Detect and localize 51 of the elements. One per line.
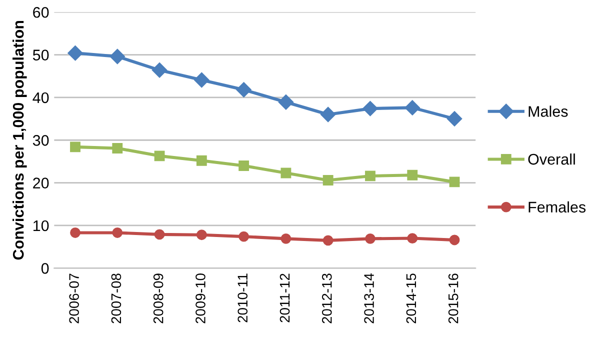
y-axis-title: Convictions per 1,000 population — [12, 20, 27, 260]
x-tick-label: 2009-10 — [196, 274, 206, 324]
point — [407, 170, 418, 180]
point — [449, 176, 460, 188]
point — [238, 160, 250, 171]
x-tick-label: 2015-16 — [448, 274, 458, 324]
x-tick-label: 2011-12 — [280, 274, 290, 322]
point — [110, 48, 125, 64]
point — [236, 82, 252, 98]
x-tick-label: 2006-07 — [69, 274, 79, 324]
point — [280, 233, 292, 244]
x-tick-label: 2013-14 — [364, 273, 374, 324]
legend-label: Females — [528, 201, 586, 213]
x-tick-label: 2010-11 — [238, 274, 248, 322]
point — [280, 168, 292, 178]
point — [70, 228, 80, 238]
legend-label: Males — [528, 106, 568, 117]
point — [70, 142, 80, 152]
x-tick-label: 2014-15 — [406, 274, 416, 324]
y-tick-label: 40 — [32, 92, 49, 104]
y-tick-label: 30 — [32, 135, 49, 146]
point — [68, 46, 83, 61]
point — [320, 106, 336, 122]
y-tick-label: 0 — [41, 263, 49, 274]
point — [322, 175, 334, 186]
y-tick-label: 60 — [33, 6, 49, 18]
point — [322, 235, 334, 246]
point — [154, 150, 165, 162]
point — [154, 229, 165, 240]
point — [362, 100, 378, 116]
x-tick-label: 2007-08 — [111, 274, 122, 324]
x-tick-label: 2008-09 — [153, 274, 164, 324]
y-tick-label: 50 — [32, 50, 49, 60]
y-tick-label: 20 — [33, 178, 49, 188]
point — [365, 233, 376, 244]
point — [238, 231, 250, 242]
point — [446, 111, 462, 126]
legend-label: Overall — [528, 153, 575, 165]
y-tick-label: 10 — [33, 220, 49, 232]
point — [278, 94, 294, 110]
point — [449, 234, 460, 246]
x-tick-label: 2012-13 — [322, 274, 332, 324]
point — [196, 230, 207, 240]
point — [112, 143, 123, 154]
point — [152, 62, 168, 78]
point — [407, 233, 418, 244]
point — [365, 170, 376, 182]
point — [112, 228, 123, 238]
point — [404, 100, 420, 116]
point — [194, 72, 210, 88]
point — [196, 155, 207, 166]
